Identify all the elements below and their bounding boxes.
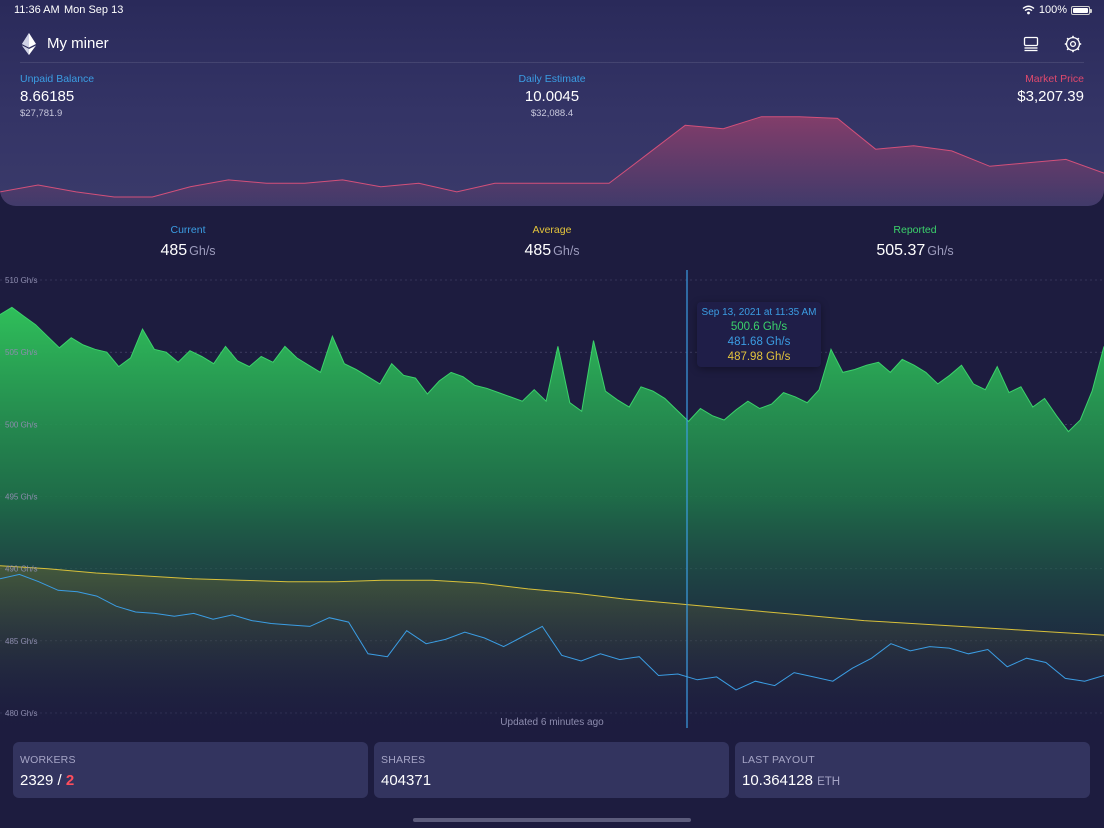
status-time: 11:36 AM (14, 4, 60, 16)
daily-estimate-usd: $32,088.4 (530, 108, 574, 119)
hashrate-reported-number: 505.37 (876, 242, 926, 259)
hashrate-current-label: Current (170, 224, 206, 236)
status-date: Mon Sep 13 (64, 4, 124, 16)
page-title: My miner (47, 35, 109, 52)
unpaid-balance-usd: $27,781.9 (20, 108, 63, 119)
market-price: Market Price $3,207.39 (1017, 73, 1084, 105)
workers-separator: / (53, 772, 66, 789)
hashrate-average-number: 485 (524, 242, 552, 259)
y-tick-label: 490 Gh/s (5, 565, 37, 574)
price-history-chart (0, 116, 1104, 206)
list-layout-icon[interactable] (1022, 35, 1040, 53)
ethereum-icon (22, 33, 36, 55)
shares-label: SHARES (381, 754, 426, 766)
unpaid-balance-label: Unpaid Balance (20, 73, 95, 85)
workers-online: 2329 (20, 772, 54, 789)
wifi-icon (1022, 5, 1035, 15)
app-header: My miner (20, 33, 1084, 55)
last-payout-amount: 10.364128 (742, 772, 813, 789)
y-tick-label: 500 Gh/s (5, 420, 37, 429)
battery-percent: 100% (1038, 4, 1067, 16)
price-area (0, 116, 1104, 206)
y-tick-label: 485 Gh/s (5, 637, 37, 646)
tooltip-date: Sep 13, 2021 at 11:35 AM (701, 307, 817, 318)
balance-panel: 11:36 AM Mon Sep 13 100% My miner (0, 0, 1104, 206)
workers-label: WORKERS (20, 754, 76, 766)
tooltip-reported: 500.6 Gh/s (730, 321, 788, 333)
y-axis-ticks: 510 Gh/s 505 Gh/s 500 Gh/s 495 Gh/s 490 Gh/s… (5, 276, 37, 718)
home-indicator[interactable] (413, 818, 691, 822)
y-tick-label: 480 Gh/s (5, 709, 37, 718)
last-payout-unit: ETH (817, 776, 841, 788)
hashrate-chart[interactable]: 510 Gh/s 505 Gh/s 500 Gh/s 495 Gh/s 490 Gh/s… (0, 268, 1104, 730)
battery-icon (1071, 5, 1092, 15)
unpaid-balance-value: 8.66185 (20, 88, 75, 105)
status-bar: 11:36 AM Mon Sep 13 100% (14, 4, 1092, 18)
workers-offline: 2 (65, 772, 75, 789)
daily-estimate: Daily Estimate 10.0045 $32,088.4 (452, 73, 652, 119)
workers-value: 2329 / 2 (20, 772, 361, 789)
market-price-label: Market Price (1025, 73, 1084, 85)
daily-estimate-label: Daily Estimate (518, 73, 586, 85)
header-divider (20, 62, 1084, 63)
hashrate-reported-value: 505.37 Gh/s (815, 242, 1015, 260)
hashrate-average-value: 485 Gh/s (452, 242, 652, 260)
chart-tooltip: Sep 13, 2021 at 11:35 AM 500.6 Gh/s 481.… (697, 302, 821, 367)
last-payout-value: 10.364128 ETH (742, 772, 1083, 789)
last-payout-card[interactable]: LAST PAYOUT 10.364128 ETH (735, 742, 1090, 798)
workers-card[interactable]: WORKERS 2329 / 2 (13, 742, 368, 798)
daily-estimate-value: 10.0045 (524, 88, 580, 105)
updated-timestamp: Updated 6 minutes ago (500, 717, 604, 728)
tooltip-average: 487.98 Gh/s (727, 351, 791, 363)
current-series-line (0, 573, 1104, 691)
tooltip-current: 481.68 Gh/s (727, 336, 791, 348)
hashrate-average: Average 485 Gh/s (452, 224, 652, 260)
hashrate-current-number: 485 (160, 242, 188, 259)
shares-card[interactable]: SHARES 404371 (374, 742, 729, 798)
hashrate-current: Current 485 Gh/s (88, 224, 288, 260)
hashrate-average-unit: Gh/s (553, 244, 580, 258)
reported-series-line (0, 306, 1104, 433)
hashrate-reported-unit: Gh/s (927, 244, 954, 258)
hashrate-reported: Reported 505.37 Gh/s (815, 224, 1015, 260)
unpaid-balance: Unpaid Balance 8.66185 $27,781.9 (20, 73, 94, 119)
y-tick-label: 510 Gh/s (5, 276, 37, 285)
y-tick-label: 505 Gh/s (5, 348, 37, 357)
hashrate-average-label: Average (532, 224, 572, 236)
y-tick-label: 495 Gh/s (5, 493, 37, 502)
hashrate-reported-label: Reported (893, 224, 937, 236)
status-indicators: 100% (1022, 4, 1092, 16)
average-series-line (0, 565, 1104, 636)
gear-icon[interactable] (1064, 35, 1082, 53)
last-payout-label: LAST PAYOUT (742, 754, 815, 766)
market-price-value: $3,207.39 (1017, 88, 1084, 105)
price-line (0, 116, 1104, 198)
shares-value: 404371 (381, 772, 432, 789)
hashrate-current-value: 485 Gh/s (88, 242, 288, 260)
hashrate-current-unit: Gh/s (189, 244, 216, 258)
average-series-area (0, 565, 1104, 728)
